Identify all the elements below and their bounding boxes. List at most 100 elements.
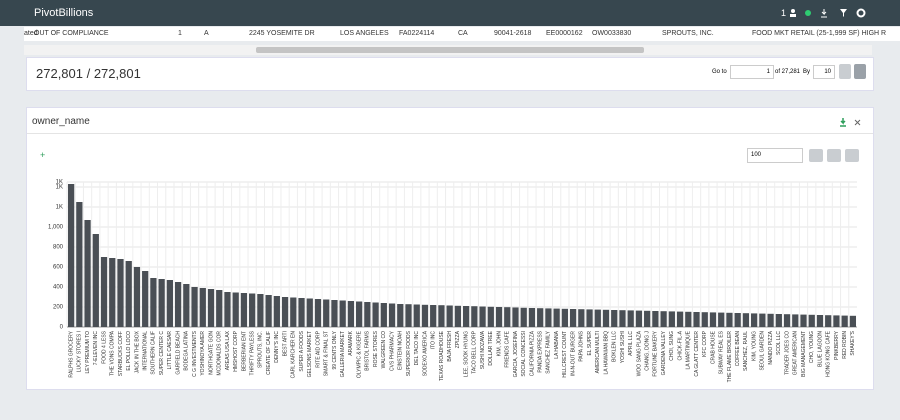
bar xyxy=(454,305,462,327)
bar xyxy=(487,306,494,327)
bar xyxy=(109,258,116,327)
bar xyxy=(273,296,280,327)
x-tick-label: WALGREEN CO xyxy=(381,331,387,368)
x-tick-label: ARAMARK xyxy=(348,330,354,355)
bar xyxy=(611,310,618,327)
chart-button[interactable] xyxy=(809,149,823,162)
bar xyxy=(462,306,470,327)
x-tick-label: HONG KONG CAFE xyxy=(826,330,832,377)
x-tick-label: YOSHINOYA AMER xyxy=(200,331,206,376)
x-tick-label: SANCHEZ, RAUL xyxy=(743,331,749,371)
x-tick-label: BLUE LAGOON xyxy=(817,331,823,367)
bar xyxy=(718,312,725,327)
chart-button[interactable] xyxy=(845,149,859,162)
x-tick-label: SODEXO AMERICA xyxy=(422,330,428,376)
x-tick-label: AREAS USA LAX xyxy=(225,330,231,370)
x-tick-label: LUCKY STORES I xyxy=(77,331,83,372)
x-tick-label: CA GLATT CENTER xyxy=(694,331,700,377)
x-tick-label: TEXAS ROADHOUSE xyxy=(439,330,445,381)
download-icon[interactable] xyxy=(840,118,846,127)
bar xyxy=(808,314,815,327)
panel-title: owner_name xyxy=(32,116,90,127)
x-tick-label: RED ROBIN xyxy=(842,331,848,359)
add-button[interactable]: + xyxy=(40,150,46,160)
bar xyxy=(224,292,231,327)
bar xyxy=(397,304,404,327)
table-cell: A xyxy=(204,30,209,37)
x-tick-label: CHOI, SUNG xyxy=(669,331,675,361)
bar xyxy=(67,184,75,327)
user-icon[interactable] xyxy=(791,9,795,13)
settings-icon[interactable] xyxy=(856,8,866,18)
x-tick-label: CRAB HOUSE xyxy=(710,330,716,364)
chart-button[interactable] xyxy=(827,149,841,162)
bar xyxy=(742,313,750,327)
bar xyxy=(314,299,322,327)
x-tick-label: PANDA EXPRESS xyxy=(538,330,544,372)
user-count[interactable]: 1 xyxy=(781,8,787,18)
table-cell: OUT OF COMPLIANCE xyxy=(34,30,109,37)
x-tick-label: YOSHI SUSHI xyxy=(620,331,626,363)
user-icon-body xyxy=(790,14,796,17)
x-tick-label: AMERICAN MULTI xyxy=(595,331,601,373)
x-tick-label: 7-ELEVEN INC xyxy=(93,331,99,366)
x-tick-label: ZPIZZA xyxy=(455,330,461,348)
bar xyxy=(841,315,848,327)
bar xyxy=(125,261,132,327)
bar xyxy=(644,310,651,327)
page-input[interactable]: 1 xyxy=(730,65,774,79)
limit-input[interactable]: 100 xyxy=(747,148,803,163)
x-tick-label: RALPHS GROCERY xyxy=(68,330,74,377)
x-tick-label: LITTLE CAESAR xyxy=(167,331,173,370)
x-tick-label: LA HABANA xyxy=(554,330,560,358)
bar xyxy=(825,315,832,327)
bar xyxy=(339,300,346,327)
bar xyxy=(76,202,83,327)
table-cell: LOS ANGELES xyxy=(340,30,389,37)
bar xyxy=(183,284,190,327)
table-cell: 2245 YOSEMITE DR xyxy=(249,30,315,37)
x-tick-label: THE FLAME BROILER xyxy=(727,331,733,383)
close-icon[interactable] xyxy=(854,119,861,126)
scroll-thumb[interactable] xyxy=(256,47,644,53)
x-tick-label: IN-N-OUT BURGER xyxy=(570,331,576,377)
x-tick-label: PINKBERRY xyxy=(834,330,840,359)
y-tick-label: 0 xyxy=(60,325,64,331)
scrollbar[interactable] xyxy=(24,45,872,55)
prev-button[interactable] xyxy=(839,64,851,79)
x-tick-label: SUPER CENTER C xyxy=(159,331,165,376)
x-tick-label: OLYMPIC & KIGERE xyxy=(356,330,362,378)
status-icon[interactable] xyxy=(805,10,811,16)
x-tick-label: GREAT AMERICAN xyxy=(793,331,799,376)
bar xyxy=(553,308,560,327)
x-tick-label: FORTUNE BAKERY xyxy=(653,330,659,376)
size-input[interactable]: 10 xyxy=(813,65,835,79)
x-tick-label: RITE AID CORP xyxy=(315,330,321,367)
x-tick-label: CREATE OF CALIF xyxy=(266,331,272,375)
x-tick-label: KIM, JOHN xyxy=(496,331,502,357)
bar xyxy=(660,311,667,327)
bar xyxy=(685,311,692,327)
table-cell: FA0224114 xyxy=(399,30,435,37)
record-count: 272,801 / 272,801 xyxy=(36,66,141,81)
x-tick-label: MCDONALDS COR xyxy=(217,331,223,376)
x-tick-label: BAJA FRESH xyxy=(447,331,453,362)
bar xyxy=(800,314,807,327)
y-tick-label: 1K xyxy=(56,185,63,191)
x-tick-label: SCOL LLC xyxy=(776,331,782,355)
bar xyxy=(471,306,478,327)
x-tick-label: HMSHOST CORP xyxy=(233,330,239,371)
panel-icons xyxy=(840,118,861,127)
bar xyxy=(586,309,593,327)
bar xyxy=(100,257,108,327)
next-button[interactable] xyxy=(854,64,866,79)
download-icon[interactable] xyxy=(821,9,827,18)
x-tick-label: FOOD 4 LESS xyxy=(101,330,107,363)
bar xyxy=(495,307,503,327)
page-of: of 27,281 xyxy=(775,69,801,75)
y-tick-label: 800 xyxy=(53,245,64,251)
x-tick-label: LA HAWAIIAN BBQ xyxy=(603,331,609,375)
table-cell: ated xyxy=(24,30,38,37)
filter-icon[interactable] xyxy=(840,9,847,17)
